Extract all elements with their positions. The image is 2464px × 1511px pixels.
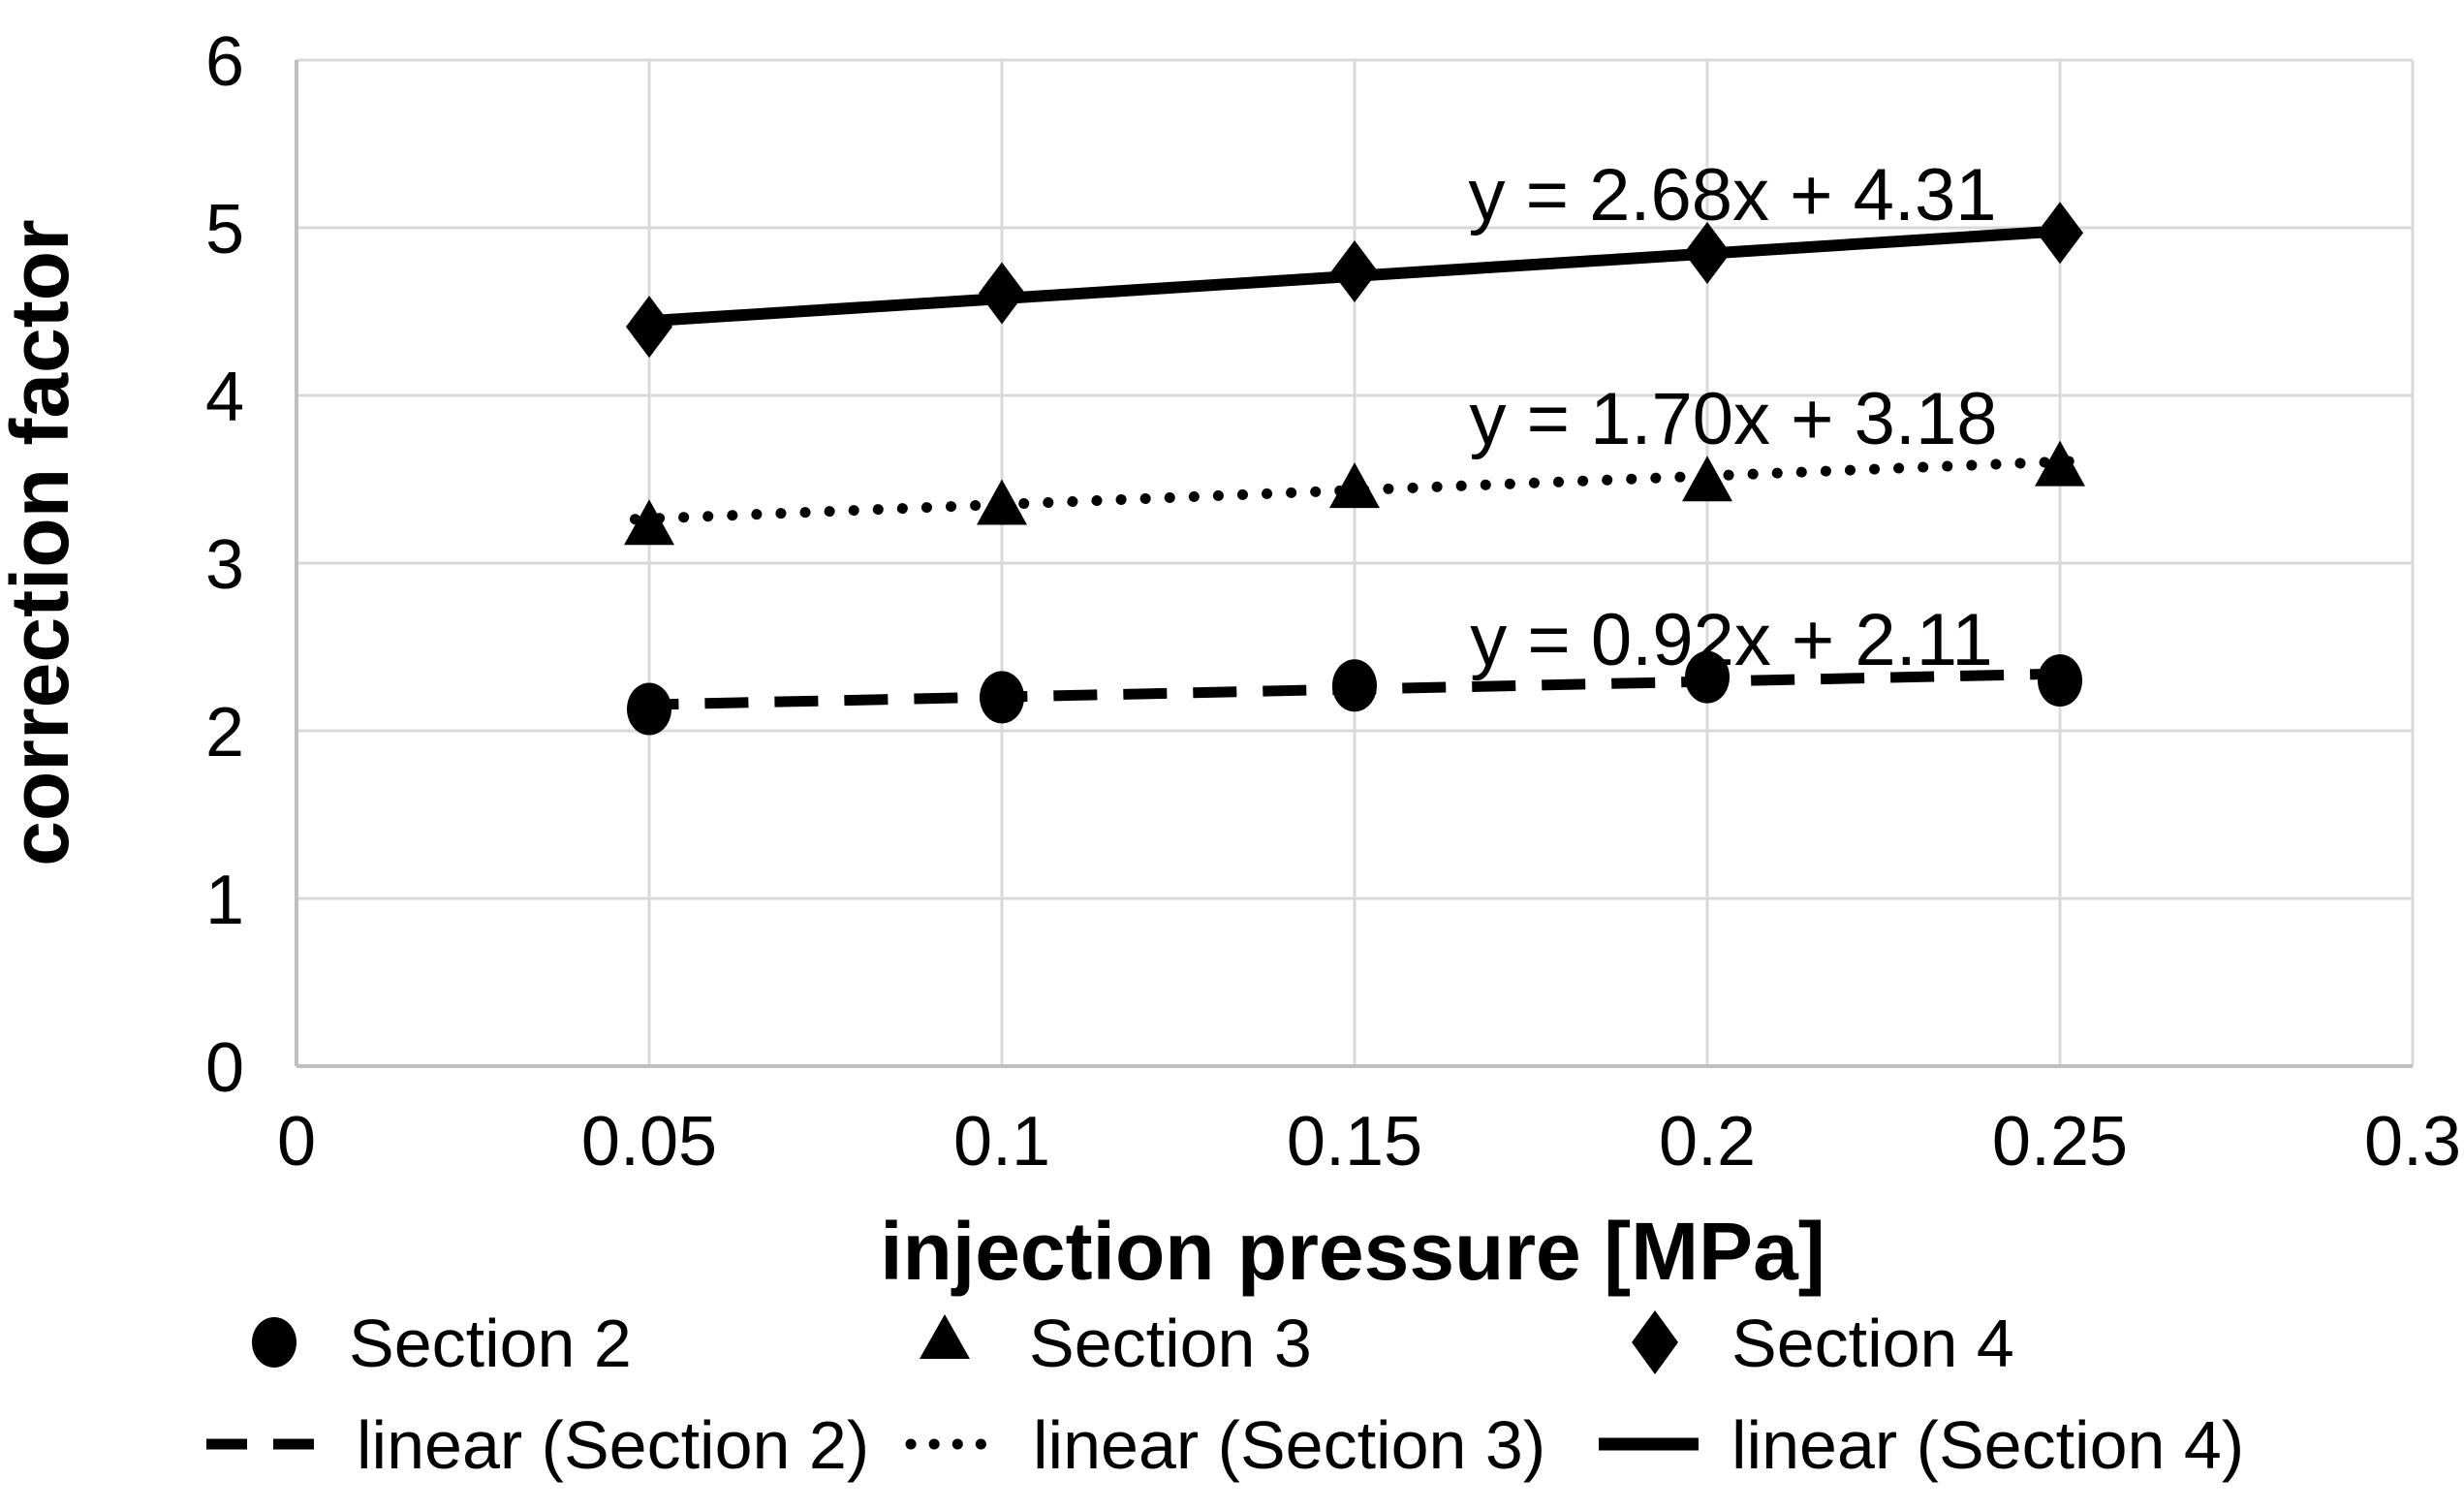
marker-section-3 (2035, 440, 2085, 487)
x-tick-label: 0.25 (1992, 1103, 2128, 1180)
y-tick-label: 2 (205, 694, 244, 771)
y-tick-label: 4 (205, 359, 244, 436)
y-tick-label: 6 (205, 23, 244, 101)
equation-label-section-4: y = 2.68x + 4.31 (1468, 154, 1996, 236)
x-tick-label: 0 (277, 1103, 316, 1180)
gridlines-layer (295, 58, 2415, 1068)
marker-section-3 (1682, 456, 1732, 502)
equation-label-section-3: y = 1.70x + 3.18 (1469, 378, 1997, 460)
trendline-section-3 (629, 456, 2080, 525)
legend-label-section-3: Section 3 (1029, 1306, 1312, 1381)
marker-section-4 (1331, 239, 1378, 302)
marker-section-3 (1329, 462, 1380, 509)
y-tick-label: 3 (205, 526, 244, 604)
marker-section-4 (626, 296, 672, 359)
x-axis-title: injection pressure [MPa] (880, 1206, 1825, 1297)
legend-label-section-2: Section 2 (349, 1306, 632, 1381)
legend-label-linear-section-4: linear (Section 4) (1731, 1407, 2244, 1483)
x-tick-label: 0.2 (1659, 1103, 1756, 1180)
legend-marker-diamond-icon (1632, 1310, 1678, 1374)
marker-section-2 (1685, 650, 1730, 704)
x-tick-label: 0.05 (581, 1103, 717, 1180)
axes-layer (295, 60, 2413, 1068)
tick-labels-layer: 0 0.05 0.1 0.15 0.2 0.25 0.3 0 1 2 3 4 5 6 (205, 23, 2461, 1180)
legend-label-linear-section-2: linear (Section 2) (357, 1407, 869, 1483)
y-tick-label: 5 (205, 191, 244, 268)
marker-section-3 (624, 499, 674, 546)
equation-label-section-2: y = 0.92x + 2.11 (1470, 599, 1992, 681)
marker-section-3 (977, 479, 1027, 525)
marker-section-2 (2038, 654, 2082, 708)
legend-marker-triangle-icon (920, 1314, 970, 1359)
y-tick-label: 0 (205, 1029, 244, 1107)
legend-label-section-4: Section 4 (1731, 1306, 2014, 1381)
marker-section-2 (627, 682, 671, 736)
y-tick-label: 1 (205, 862, 244, 939)
x-tick-label: 0.15 (1287, 1103, 1422, 1180)
legend-label-linear-section-3: linear (Section 3) (1033, 1407, 1545, 1483)
y-axis-title: correction factor (0, 219, 85, 866)
marker-section-4 (1684, 221, 1731, 284)
x-tick-label: 0.3 (2364, 1103, 2461, 1180)
markers-layer (624, 202, 2085, 736)
marker-section-4 (979, 262, 1025, 325)
marker-section-2 (980, 671, 1024, 724)
marker-section-2 (1332, 659, 1377, 712)
x-tick-label: 0.1 (953, 1103, 1050, 1180)
marker-section-4 (2037, 202, 2083, 265)
legend-marker-circle-icon (252, 1317, 296, 1368)
